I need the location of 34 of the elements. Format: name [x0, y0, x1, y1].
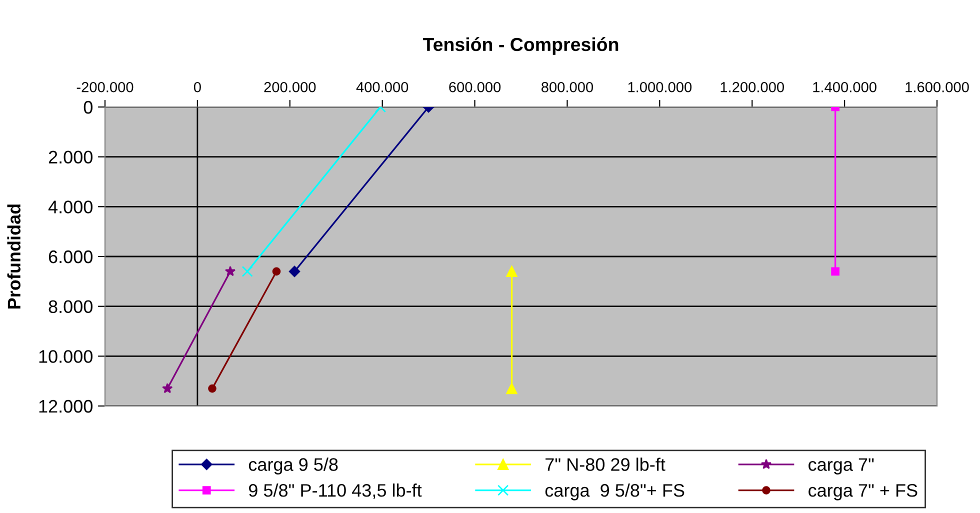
legend-label: carga 7" + FS: [808, 484, 918, 500]
x-tick-label: 200.000: [264, 82, 316, 92]
y-tick-label: 6.000: [48, 250, 92, 264]
point: [506, 266, 518, 278]
x-tick-label: 1.200.000: [720, 82, 784, 92]
point: [208, 384, 216, 393]
y-axis-title: Profundidad: [7, 204, 21, 308]
point: [272, 267, 281, 276]
point: [162, 383, 173, 394]
chart-title: Tensión - Compresión: [422, 37, 618, 55]
x-tick-label: 600.000: [449, 82, 501, 92]
legend-label: 9 5/8" P-110 43,5 lb-ft: [248, 484, 422, 499]
y-tick-label: 10.000: [39, 350, 92, 363]
legend-label: carga 9 5/8"+ FS: [545, 484, 684, 500]
y-tick-label: 0: [84, 100, 92, 114]
x-tick-label: 0: [194, 82, 201, 92]
x-tick-label: -200.000: [76, 82, 134, 92]
y-tick-label: 4.000: [48, 200, 92, 214]
x-tick-label: 1.400.000: [813, 82, 876, 92]
x-tick-label: 1.600.000: [906, 82, 969, 92]
y-tick-label: 12.000: [39, 400, 92, 413]
point: [506, 383, 518, 394]
point: [831, 267, 840, 276]
point: [224, 266, 236, 276]
x-tick-label: 800.000: [542, 82, 594, 92]
y-tick-label: 2.000: [48, 150, 92, 164]
legend-label: 7" N-80 29 lb-ft: [546, 458, 666, 471]
point: [242, 266, 253, 278]
point: [288, 266, 300, 278]
x-tick-label: 400.000: [356, 82, 408, 92]
legend-label: carga 7": [808, 458, 874, 474]
y-tick-label: 8.000: [48, 300, 92, 314]
x-tick-label: 1.000.000: [628, 82, 692, 92]
legend-label: carga 9 5/8: [248, 458, 338, 474]
